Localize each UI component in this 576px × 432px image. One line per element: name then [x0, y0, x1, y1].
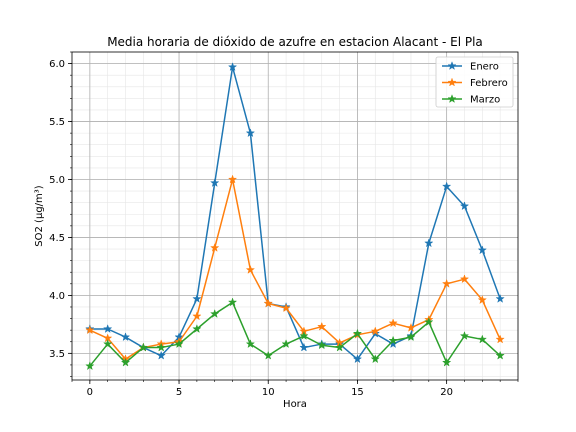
data-point-enero — [424, 238, 434, 248]
data-point-febrero — [227, 174, 238, 184]
data-point-febrero — [370, 326, 380, 336]
data-point-marzo — [156, 342, 166, 352]
data-point-enero — [441, 181, 452, 191]
legend-label-febrero: Febrero — [470, 78, 508, 89]
data-point-febrero — [263, 298, 273, 308]
data-point-marzo — [245, 339, 256, 349]
data-point-enero — [477, 245, 488, 255]
data-point-enero — [227, 62, 238, 72]
legend-marker-marzo — [447, 94, 457, 104]
data-point-marzo — [406, 332, 416, 342]
legend-label-marzo: Marzo — [470, 95, 500, 106]
x-tick-label: 0 — [87, 387, 93, 398]
data-point-febrero — [192, 311, 202, 321]
data-point-enero — [299, 342, 309, 352]
data-point-febrero — [85, 325, 95, 335]
x-tick-label: 5 — [176, 387, 182, 398]
legend-box — [435, 56, 514, 108]
data-point-enero — [352, 354, 363, 364]
y-tick-label: 5.5 — [49, 117, 65, 128]
data-point-marzo — [85, 361, 95, 371]
data-point-enero — [156, 350, 166, 360]
data-point-marzo — [352, 328, 363, 338]
axis-ticks: 0 5 10 15 20 3.5 4.0 4.5 5.0 5.5 6.0 — [49, 51, 519, 398]
legend-marker-febrero — [447, 77, 457, 87]
data-point-marzo — [459, 331, 470, 340]
data-point-marzo — [210, 308, 220, 318]
y-tick-label: 5.0 — [49, 175, 65, 186]
plot-series — [85, 62, 505, 371]
data-point-enero — [192, 293, 202, 303]
series-line-febrero — [89, 178, 501, 360]
plot-frame — [71, 51, 519, 381]
series-line-marzo — [89, 301, 501, 367]
data-point-marzo — [477, 334, 488, 344]
data-point-enero — [245, 128, 256, 138]
legend: Enero Febrero Marzo — [435, 56, 514, 108]
series-marzo — [85, 297, 505, 371]
data-point-marzo — [495, 350, 505, 360]
data-point-febrero — [441, 278, 452, 288]
x-tick-label: 10 — [262, 387, 275, 398]
data-point-febrero — [459, 274, 470, 284]
y-tick-label: 6.0 — [49, 59, 65, 70]
data-point-marzo — [441, 357, 452, 367]
data-point-febrero — [317, 321, 327, 331]
x-axis-label: Hora — [283, 399, 307, 410]
data-point-marzo — [174, 339, 184, 349]
data-point-marzo — [317, 340, 327, 350]
y-tick-label: 4.0 — [49, 291, 65, 302]
y-axis-label: SO2 (µg/m³) — [34, 185, 45, 246]
data-point-febrero — [388, 318, 398, 328]
data-point-marzo — [227, 297, 238, 307]
data-point-febrero — [477, 295, 488, 305]
x-tick-label: 15 — [351, 387, 364, 398]
data-point-marzo — [263, 350, 273, 360]
data-point-marzo — [281, 339, 291, 349]
data-point-febrero — [281, 303, 291, 313]
chart-title: Media horaria de dióxido de azufre en es… — [107, 35, 483, 49]
data-point-marzo — [120, 357, 131, 367]
y-tick-label: 4.5 — [49, 233, 65, 244]
x-tick-label: 20 — [440, 387, 453, 398]
data-point-enero — [120, 332, 131, 342]
data-point-marzo — [138, 342, 149, 352]
y-tick-label: 3.5 — [49, 349, 65, 360]
legend-marker-enero — [447, 61, 457, 71]
data-point-febrero — [406, 322, 416, 332]
data-point-marzo — [192, 324, 202, 334]
data-point-marzo — [424, 317, 434, 327]
data-point-marzo — [370, 354, 380, 364]
data-point-febrero — [245, 264, 256, 274]
data-point-marzo — [334, 342, 345, 352]
data-point-febrero — [210, 242, 220, 252]
data-point-enero — [210, 178, 220, 187]
data-point-marzo — [388, 335, 398, 345]
legend-label-enero: Enero — [470, 62, 499, 73]
data-point-enero — [459, 201, 470, 211]
data-point-marzo — [299, 331, 309, 340]
data-point-enero — [495, 293, 505, 303]
data-point-enero — [102, 324, 113, 334]
data-point-febrero — [495, 334, 505, 344]
data-point-marzo — [102, 339, 113, 349]
